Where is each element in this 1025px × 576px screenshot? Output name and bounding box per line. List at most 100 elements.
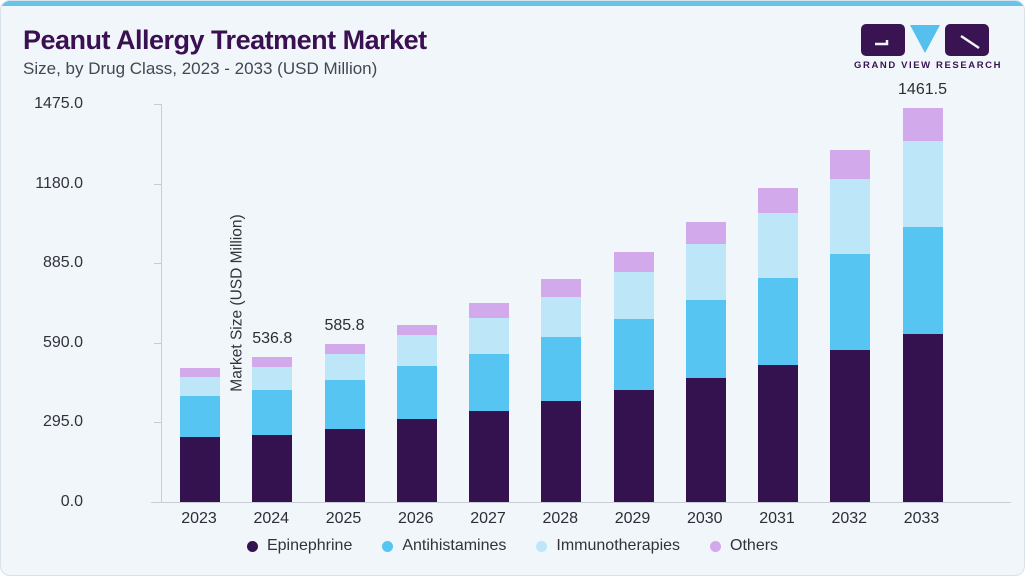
legend-item-epinephrine: Epinephrine	[246, 537, 353, 555]
bar-2033	[902, 107, 943, 502]
bar-segment-others-2028	[541, 279, 582, 298]
bar-value-label-2033: 1461.5	[898, 80, 947, 98]
legend-label: Epinephrine	[266, 537, 353, 554]
legend-label: Antihistamines	[402, 537, 507, 554]
bar-segment-others-2023	[180, 367, 220, 377]
bar-segment-epinephrine-2028	[541, 401, 582, 502]
bar-segment-antihistamines-2028	[541, 337, 582, 402]
bar-segment-antihistamines-2033	[902, 227, 943, 334]
bar-segment-others-2033	[902, 107, 943, 142]
y-axis-tick-label: 1180.0	[35, 174, 83, 192]
y-axis-title: Market Size (USD Million)	[228, 214, 246, 392]
y-axis-tick-label: 0.0	[60, 493, 83, 510]
page-subtitle: Size, by Drug Class, 2023 - 2033 (USD Mi…	[23, 59, 378, 78]
legend-dot-icon	[536, 540, 548, 552]
x-axis-tick-label-2024: 2024	[253, 510, 290, 527]
bar-segment-antihistamines-2030	[685, 299, 726, 378]
y-axis-tick-mark	[154, 422, 162, 424]
top-accent-bar	[1, 1, 1024, 6]
y-axis-tick-label: 885.0	[42, 254, 83, 272]
bar-segment-antihistamines-2024	[252, 390, 293, 435]
bar-2026	[396, 324, 437, 502]
bar-segment-others-2025	[324, 343, 365, 354]
bar-2023	[180, 367, 220, 502]
x-axis-tick-label-2033: 2033	[903, 510, 940, 527]
bar-segment-others-2029	[613, 252, 654, 273]
y-axis-tick-mark	[154, 263, 162, 265]
bar-segment-epinephrine-2033	[902, 333, 943, 502]
logo-v-triangle-icon	[910, 24, 940, 53]
bar-segment-antihistamines-2032	[830, 253, 871, 350]
bar-segment-epinephrine-2027	[469, 411, 509, 502]
bar-segment-antihistamines-2029	[613, 319, 654, 390]
y-axis-tick-label: 590.0	[42, 333, 83, 351]
bar-segment-antihistamines-2025	[324, 380, 365, 429]
bar-segment-immunotherapies-2024	[252, 367, 293, 391]
legend-dot-icon	[382, 540, 394, 552]
y-axis-tick-label: 295.0	[42, 413, 83, 431]
legend-dot-icon	[710, 540, 722, 552]
bar-segment-others-2026	[396, 324, 437, 336]
bar-2027	[469, 303, 509, 502]
bar-segment-others-2024	[252, 357, 293, 368]
x-axis-tick-label-2025: 2025	[325, 510, 362, 527]
x-axis-tick-label-2028: 2028	[542, 510, 579, 527]
bar-segment-immunotherapies-2023	[180, 376, 220, 397]
x-axis-tick-label-2032: 2032	[831, 510, 868, 527]
bar-segment-antihistamines-2023	[180, 396, 220, 438]
bar-segment-immunotherapies-2033	[902, 141, 943, 228]
x-axis-tick-label-2031: 2031	[759, 510, 795, 527]
bar-2030	[685, 222, 726, 502]
legend-dot-icon	[246, 540, 258, 552]
page-title: Peanut Allergy Treatment Market	[23, 25, 427, 55]
bar-2029	[613, 252, 654, 502]
chart-plot-area: Market Size (USD Million) 0.0 295.0 590.0 8…	[34, 81, 960, 510]
bar-segment-others-2031	[758, 188, 798, 214]
legend-item-others: Others	[710, 537, 778, 555]
x-axis-tick-label-2030: 2030	[686, 510, 723, 527]
bar-2028	[541, 279, 582, 502]
bar-segment-epinephrine-2032	[830, 349, 871, 502]
bar-segment-others-2027	[469, 303, 509, 319]
bar-segment-immunotherapies-2032	[830, 178, 871, 254]
bar-segment-immunotherapies-2031	[758, 213, 798, 278]
x-axis-line	[151, 502, 1011, 503]
y-axis-tick-mark	[154, 502, 162, 503]
bar-segment-antihistamines-2026	[396, 365, 437, 420]
bar-2032	[830, 150, 871, 502]
x-axis-tick-label-2029: 2029	[614, 510, 651, 527]
logo-g-block-icon	[861, 23, 905, 56]
bar-segment-antihistamines-2031	[758, 277, 798, 365]
y-axis-tick-mark	[154, 183, 162, 185]
legend-label: Others	[730, 537, 779, 554]
bar-segment-others-2032	[830, 150, 871, 179]
bar-value-label-2025: 585.8	[324, 316, 365, 334]
bar-segment-immunotherapies-2027	[469, 318, 509, 354]
y-axis-tick-mark	[154, 104, 162, 105]
gvr-logo-icon	[854, 23, 996, 56]
chart-legend: Epinephrine Antihistamines Immunotherapies…	[1, 537, 1024, 555]
bar-2031	[758, 188, 798, 502]
bar-segment-immunotherapies-2026	[396, 335, 437, 366]
brand-name: GRAND VIEW RESEARCH	[854, 60, 1003, 71]
bar-segment-epinephrine-2029	[613, 389, 654, 502]
bar-2024	[252, 357, 293, 502]
bar-segment-immunotherapies-2025	[324, 353, 365, 381]
bar-segment-immunotherapies-2030	[685, 243, 726, 300]
bar-2025	[324, 343, 365, 502]
x-axis-tick-label-2026: 2026	[397, 510, 434, 527]
bar-segment-epinephrine-2025	[324, 428, 365, 502]
bar-segment-immunotherapies-2029	[613, 272, 654, 320]
bar-segment-antihistamines-2027	[469, 353, 509, 412]
bar-segment-epinephrine-2024	[252, 434, 293, 502]
bar-segment-epinephrine-2031	[758, 364, 798, 502]
bar-value-label-2024: 536.8	[252, 330, 293, 348]
bar-segment-epinephrine-2030	[685, 377, 726, 502]
logo-r-block-icon	[945, 23, 989, 56]
bar-segment-immunotherapies-2028	[541, 297, 582, 337]
y-axis-tick-label: 1475.0	[34, 95, 83, 112]
legend-label: Immunotherapies	[556, 537, 681, 554]
legend-item-immunotherapies: Immunotherapies	[536, 537, 680, 555]
bar-segment-epinephrine-2026	[396, 419, 437, 502]
